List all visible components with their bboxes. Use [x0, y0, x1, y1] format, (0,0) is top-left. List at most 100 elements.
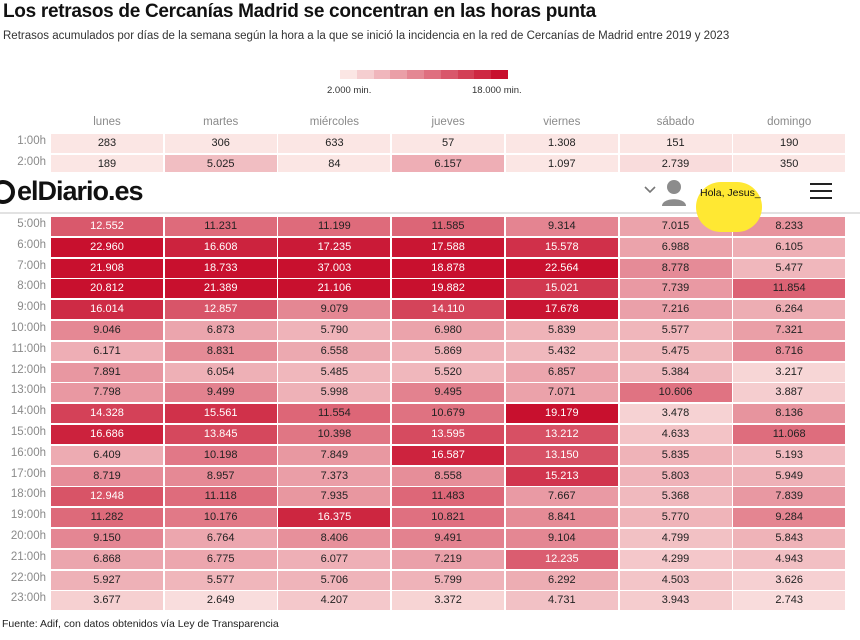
heatmap-cell: 6.292: [505, 570, 618, 590]
legend-swatch: [457, 70, 475, 79]
heatmap-cell: 306: [164, 134, 277, 153]
heatmap-cell: 6.054: [164, 362, 277, 382]
heatmap-cell: 4.633: [619, 425, 732, 444]
heatmap-cell: 6.988: [619, 237, 732, 257]
day-header: sábado: [656, 116, 695, 128]
heatmap-cell: 5.475: [619, 341, 732, 361]
heatmap-cell: 6.764: [164, 529, 277, 548]
heatmap-cell: 5.998: [278, 383, 391, 403]
heatmap-cell: 21.389: [164, 279, 277, 299]
hour-label: 23:00h: [10, 592, 46, 605]
heatmap-cell: 2.739: [619, 155, 732, 174]
heatmap-cell: 14.110: [392, 300, 505, 320]
heatmap-cell: 6.558: [278, 341, 391, 361]
hour-label: 18:00h: [10, 488, 46, 501]
hour-label: 15:00h: [10, 426, 46, 438]
color-legend: [340, 70, 508, 79]
heatmap-cell: 6.264: [733, 300, 846, 320]
heatmap-cell: 16.014: [51, 300, 163, 320]
heatmap-cell: 6.409: [51, 445, 163, 465]
heatmap-cell: 1.097: [505, 155, 618, 174]
heatmap-cell: 11.282: [51, 508, 163, 528]
heatmap-cell: 7.321: [733, 321, 846, 340]
heatmap-cell: 19.882: [392, 279, 505, 299]
day-headers: lunes martes miércoles jueves viernes sábado d…: [51, 116, 847, 130]
heatmap-cell: 2.743: [733, 591, 846, 611]
logo-ring-icon: [0, 180, 15, 204]
hour-label: 5:00h: [17, 218, 46, 230]
heatmap-cell: 5.869: [392, 341, 505, 361]
heatmap-cell: 11.554: [278, 404, 391, 424]
heatmap-cell: 18.733: [164, 258, 277, 278]
heatmap-cell: 350: [733, 155, 846, 174]
heatmap-cell: 12.235: [505, 549, 618, 569]
heatmap-cell: 13.150: [505, 445, 618, 465]
heatmap-cell: 11.854: [733, 279, 846, 299]
heatmap-cell: 1.308: [505, 134, 618, 153]
heatmap-cell: 6.980: [392, 321, 505, 340]
heatmap-cell: 8.841: [505, 508, 618, 528]
heatmap-cell: 11.118: [164, 487, 277, 507]
heatmap-cell: 15.021: [505, 279, 618, 299]
hour-label: 20:00h: [10, 530, 46, 542]
day-header: miércoles: [309, 116, 359, 128]
legend-swatch: [340, 70, 357, 79]
hour-label: 8:00h: [17, 280, 46, 293]
heatmap-cell: 8.716: [733, 341, 846, 361]
heatmap-cell: 5.485: [278, 362, 391, 382]
heatmap-cell: 151: [619, 134, 732, 153]
heatmap-cell: 3.677: [51, 591, 163, 611]
heatmap-cell: 17.678: [505, 300, 618, 320]
menu-icon[interactable]: [810, 183, 832, 199]
user-greeting[interactable]: Hola, Jesus_: [700, 187, 761, 199]
heatmap-cell: 4.943: [733, 549, 846, 569]
heatmap-cell: 8.558: [392, 466, 505, 486]
heatmap-cell: 5.803: [619, 466, 732, 486]
heatmap-cell: 20.812: [51, 279, 163, 299]
legend-swatch: [474, 70, 492, 79]
heatmap-cell: 10.821: [392, 508, 505, 528]
heatmap-cell: 5.368: [619, 487, 732, 507]
site-navbar: elDiario.es Hola, Jesus_: [0, 172, 860, 232]
chevron-down-icon[interactable]: [643, 182, 657, 196]
day-header: martes: [203, 116, 239, 128]
heatmap-cell: 7.849: [278, 445, 391, 465]
heatmap-cell: 633: [278, 134, 391, 153]
user-badge[interactable]: [696, 182, 762, 232]
legend-max-label: 18.000 min.: [472, 85, 522, 96]
heatmap-cell: 21.908: [51, 258, 163, 278]
heatmap-cell: 13.595: [392, 425, 505, 444]
heatmap-cell: 9.104: [505, 529, 618, 548]
heatmap-cell: 15.578: [505, 237, 618, 257]
heatmap-cell: 283: [51, 134, 163, 153]
chart-subtitle: Retrasos acumulados por días de la seman…: [3, 30, 730, 42]
day-header: jueves: [431, 116, 465, 128]
hour-label: 10:00h: [10, 322, 46, 334]
heatmap-cell: 7.739: [619, 279, 732, 299]
heatmap-cell: 9.314: [505, 217, 618, 236]
heatmap-cell: 5.706: [278, 570, 391, 590]
legend-swatch: [373, 70, 391, 79]
hour-label: 9:00h: [17, 301, 46, 314]
heatmap-cell: 7.219: [392, 549, 505, 569]
hour-label: 12:00h: [10, 363, 46, 376]
hour-label: 1:00h: [17, 135, 46, 147]
heatmap-cell: 4.731: [505, 591, 618, 611]
heatmap-cell: 7.839: [733, 487, 846, 507]
heatmap-cell: 5.949: [733, 466, 846, 486]
site-logo[interactable]: elDiario.es: [17, 176, 144, 206]
heatmap-cell: 5.477: [733, 258, 846, 278]
heatmap-cell: 8.778: [619, 258, 732, 278]
heatmap-cell: 11.231: [164, 217, 277, 236]
heatmap-cell: 12.552: [51, 217, 163, 236]
heatmap-cell: 5.577: [164, 570, 277, 590]
heatmap-cell: 10.198: [164, 445, 277, 465]
hour-label: 14:00h: [10, 405, 46, 418]
heatmap-cell: 9.495: [392, 383, 505, 403]
heatmap-cell: 6.171: [51, 341, 163, 361]
legend-swatch: [423, 70, 441, 79]
heatmap-cell: 5.835: [619, 445, 732, 465]
heatmap-cell: 8.233: [733, 217, 846, 236]
user-avatar-icon[interactable]: [661, 178, 687, 206]
heatmap-cell: 3.478: [619, 404, 732, 424]
